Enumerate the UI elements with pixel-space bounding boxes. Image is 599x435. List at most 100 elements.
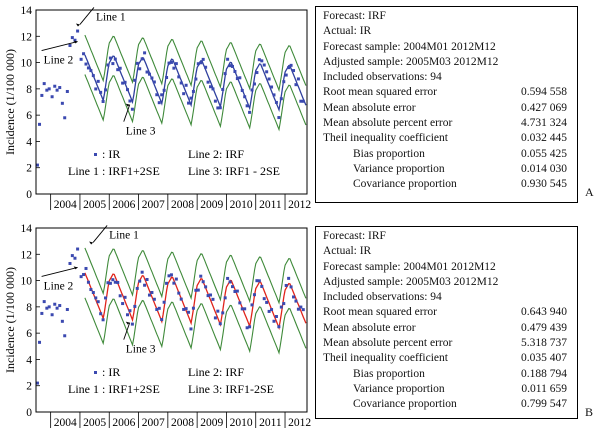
ir-data-point — [296, 307, 300, 311]
stats-row-label: Bias proportion — [353, 367, 425, 380]
arrowhead — [75, 23, 80, 27]
ir-data-point — [289, 63, 293, 67]
ir-data-point — [284, 73, 288, 77]
ir-data-point — [55, 306, 59, 310]
forecast-stats-panel-b: Forecast: IRF Actual: IR Forecast sample: … — [315, 226, 578, 419]
stats-row-label: Variance proportion — [353, 162, 445, 175]
y-tick-label: 4 — [26, 354, 32, 366]
ir-data-point — [294, 299, 298, 303]
ir-data-point — [209, 293, 213, 297]
ir-data-point — [45, 88, 49, 92]
x-tick-label: 2010 — [230, 417, 253, 429]
ir-data-point — [174, 62, 178, 66]
ir-data-point — [121, 302, 125, 306]
ir-data-point — [265, 300, 269, 304]
x-tick-label: 2005 — [83, 417, 106, 429]
stats-row: Root mean squared error 0.594 558 — [323, 85, 577, 100]
x-tick-label: 2010 — [230, 199, 253, 211]
ir-data-point — [63, 334, 67, 338]
stats-row-label: Covariance proportion — [353, 178, 457, 191]
x-tick-label: 2005 — [83, 199, 106, 211]
ir-data-point — [101, 318, 105, 322]
ir-data-point — [211, 297, 215, 301]
ir-data-point — [199, 61, 203, 65]
arrowhead — [73, 266, 78, 270]
ir-data-point — [184, 307, 188, 311]
ir-data-point — [194, 77, 198, 81]
y-tick-label: 6 — [26, 328, 32, 340]
annotation-label: Line 3 — [126, 344, 156, 356]
annotation-arrow — [123, 104, 131, 122]
ir-data-point — [260, 59, 264, 63]
ir-data-point — [179, 297, 183, 301]
ir-data-point — [140, 270, 144, 274]
series-upper-bound-line — [84, 34, 307, 93]
ir-data-point — [282, 302, 286, 306]
stats-header-line: Adjusted sample: 2005M03 2012M12 — [323, 275, 577, 290]
ir-data-point — [182, 92, 186, 96]
ir-data-point — [228, 64, 232, 68]
ir-data-point — [130, 107, 134, 111]
y-axis-label: Incidence (1/100 000) — [3, 267, 17, 373]
y-tick-label: 14 — [21, 223, 33, 235]
ir-data-point — [50, 95, 54, 99]
ir-data-point — [35, 163, 39, 167]
ir-data-point — [172, 281, 176, 285]
stats-row-value: 4.731 324 — [521, 117, 567, 130]
ir-data-point — [245, 326, 249, 330]
arrowhead — [125, 321, 130, 325]
series-forecast-line — [84, 54, 307, 113]
ir-data-point — [70, 36, 74, 40]
plot-frame — [35, 227, 308, 413]
ir-data-point — [70, 254, 74, 258]
stats-header-line: Forecast: IRF — [323, 9, 577, 24]
stats-row: Mean absolute error 0.427 069 — [323, 101, 577, 116]
ir-data-point — [89, 288, 93, 292]
stats-row: Variance proportion 0.011 659 — [323, 382, 577, 397]
ir-data-point — [250, 303, 254, 307]
ir-data-point — [204, 65, 208, 69]
chart-panel-b: 0 2 4 6 8 10 12 14 2004 2005 2006 2007 2008 2009 2010 2… — [3, 223, 311, 429]
ir-data-point — [287, 276, 291, 280]
stats-header-text: Adjusted sample: 2005M03 2012M12 — [323, 55, 499, 68]
arrowhead — [73, 40, 78, 44]
ir-data-point — [35, 381, 39, 385]
ir-data-point — [282, 80, 286, 84]
ir-data-point — [243, 95, 247, 99]
ir-data-point — [187, 310, 191, 314]
ir-data-point — [226, 276, 230, 280]
x-tick-label: 2008 — [171, 417, 194, 429]
ir-data-point — [135, 61, 139, 65]
ir-data-point — [296, 77, 300, 81]
ir-data-point — [84, 266, 88, 270]
stats-row-value: 0.799 547 — [521, 398, 567, 411]
stats-row-label: Bias proportion — [353, 147, 425, 160]
ir-data-point — [301, 308, 305, 312]
ir-data-point — [104, 88, 108, 92]
stats-row-value: 0.427 069 — [521, 101, 567, 114]
ir-data-point — [248, 325, 252, 329]
x-tick-label: 2009 — [200, 199, 223, 211]
ir-data-point — [160, 318, 164, 322]
ir-data-point — [213, 316, 217, 320]
ir-data-point — [252, 293, 256, 297]
ir-data-point — [223, 296, 227, 300]
ir-data-point — [58, 304, 62, 308]
ir-data-point — [177, 75, 181, 79]
ir-data-point — [301, 99, 305, 103]
stats-row-label: Mean absolute error — [323, 321, 416, 334]
ir-data-point — [113, 280, 117, 284]
annotation-label: Line 2 — [44, 280, 74, 292]
ir-data-point — [177, 291, 181, 295]
ir-data-point — [250, 88, 254, 92]
stats-header-text: Forecast sample: 2004M01 2012M12 — [323, 40, 496, 53]
ir-data-point — [45, 306, 49, 310]
ir-data-point — [274, 315, 278, 319]
y-tick-label: 10 — [21, 276, 33, 288]
stats-row-value: 0.930 545 — [521, 178, 567, 191]
ir-data-point — [104, 296, 108, 300]
ir-data-point — [106, 281, 110, 285]
stats-row-value: 0.014 030 — [521, 162, 567, 175]
x-tick-label: 2004 — [54, 417, 77, 429]
